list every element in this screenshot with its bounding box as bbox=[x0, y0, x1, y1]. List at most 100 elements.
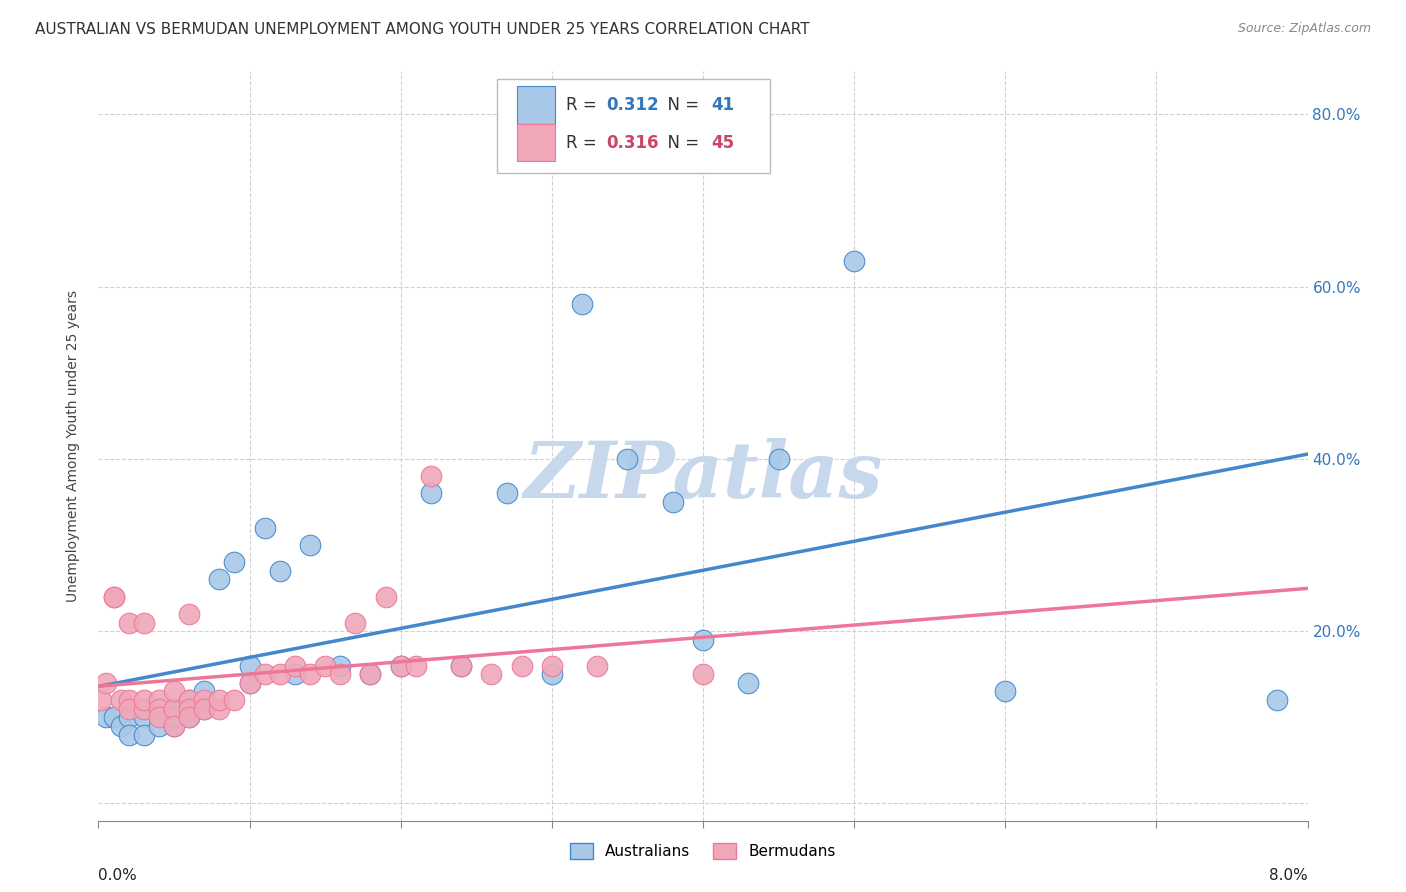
Australians bbox=[571, 297, 593, 311]
Australians bbox=[239, 658, 262, 673]
Australians bbox=[132, 710, 155, 724]
Australians bbox=[239, 676, 262, 690]
Australians bbox=[269, 564, 291, 578]
Bermudans bbox=[179, 701, 201, 715]
Y-axis label: Unemployment Among Youth under 25 years: Unemployment Among Youth under 25 years bbox=[66, 290, 80, 602]
Bermudans bbox=[586, 658, 609, 673]
FancyBboxPatch shape bbox=[498, 78, 769, 172]
Bermudans bbox=[299, 667, 322, 681]
Bermudans bbox=[253, 667, 276, 681]
Text: 0.312: 0.312 bbox=[606, 96, 659, 114]
Australians bbox=[179, 693, 201, 707]
Bermudans bbox=[193, 701, 215, 715]
Australians bbox=[692, 632, 714, 647]
Bermudans bbox=[329, 667, 352, 681]
Australians bbox=[284, 667, 307, 681]
Bermudans bbox=[314, 658, 336, 673]
Australians bbox=[148, 710, 170, 724]
Australians bbox=[450, 658, 472, 673]
Australians bbox=[118, 727, 141, 741]
Australians bbox=[661, 495, 683, 509]
Text: 0.0%: 0.0% bbox=[98, 868, 138, 883]
Bermudans bbox=[148, 693, 170, 707]
Bermudans bbox=[360, 667, 382, 681]
Bermudans bbox=[90, 693, 112, 707]
Bermudans bbox=[163, 701, 186, 715]
Text: 8.0%: 8.0% bbox=[1268, 868, 1308, 883]
FancyBboxPatch shape bbox=[517, 87, 555, 124]
Australians bbox=[495, 486, 517, 500]
Bermudans bbox=[239, 676, 262, 690]
Australians bbox=[616, 451, 638, 466]
Australians bbox=[540, 667, 562, 681]
Bermudans bbox=[510, 658, 533, 673]
Australians bbox=[329, 658, 352, 673]
Bermudans bbox=[420, 469, 443, 483]
Australians bbox=[994, 684, 1017, 698]
Australians bbox=[360, 667, 382, 681]
Australians bbox=[208, 573, 231, 587]
Bermudans bbox=[103, 590, 125, 604]
Bermudans bbox=[344, 615, 367, 630]
Australians bbox=[132, 727, 155, 741]
Australians bbox=[163, 701, 186, 715]
Bermudans bbox=[118, 693, 141, 707]
Bermudans bbox=[179, 607, 201, 621]
Text: N =: N = bbox=[657, 96, 704, 114]
Australians bbox=[299, 538, 322, 552]
Australians bbox=[389, 658, 412, 673]
Australians bbox=[253, 521, 276, 535]
Australians bbox=[179, 710, 201, 724]
Text: R =: R = bbox=[567, 96, 602, 114]
Bermudans bbox=[110, 693, 132, 707]
Australians bbox=[1267, 693, 1289, 707]
Australians bbox=[420, 486, 443, 500]
Legend: Australians, Bermudans: Australians, Bermudans bbox=[564, 838, 842, 865]
Bermudans bbox=[94, 676, 117, 690]
Text: N =: N = bbox=[657, 134, 704, 152]
Australians bbox=[94, 710, 117, 724]
Text: 0.316: 0.316 bbox=[606, 134, 659, 152]
Bermudans bbox=[118, 615, 141, 630]
Bermudans bbox=[450, 658, 472, 673]
Bermudans bbox=[132, 615, 155, 630]
Australians bbox=[224, 555, 246, 569]
Australians bbox=[148, 719, 170, 733]
Text: Source: ZipAtlas.com: Source: ZipAtlas.com bbox=[1237, 22, 1371, 36]
Bermudans bbox=[193, 693, 215, 707]
Text: 45: 45 bbox=[711, 134, 734, 152]
Text: AUSTRALIAN VS BERMUDAN UNEMPLOYMENT AMONG YOUTH UNDER 25 YEARS CORRELATION CHART: AUSTRALIAN VS BERMUDAN UNEMPLOYMENT AMON… bbox=[35, 22, 810, 37]
Australians bbox=[844, 253, 866, 268]
Bermudans bbox=[269, 667, 291, 681]
Bermudans bbox=[692, 667, 714, 681]
Bermudans bbox=[224, 693, 246, 707]
Australians bbox=[768, 451, 790, 466]
Bermudans bbox=[148, 701, 170, 715]
Bermudans bbox=[540, 658, 562, 673]
Bermudans bbox=[132, 701, 155, 715]
Bermudans bbox=[389, 658, 412, 673]
Australians bbox=[193, 684, 215, 698]
Australians bbox=[110, 719, 132, 733]
Australians bbox=[193, 701, 215, 715]
Bermudans bbox=[163, 719, 186, 733]
Text: ZIPatlas: ZIPatlas bbox=[523, 438, 883, 514]
Australians bbox=[163, 710, 186, 724]
Bermudans bbox=[374, 590, 396, 604]
Bermudans bbox=[163, 684, 186, 698]
Bermudans bbox=[179, 693, 201, 707]
Bermudans bbox=[208, 701, 231, 715]
Bermudans bbox=[148, 710, 170, 724]
Text: 41: 41 bbox=[711, 96, 734, 114]
Bermudans bbox=[179, 710, 201, 724]
Australians bbox=[163, 719, 186, 733]
Australians bbox=[118, 710, 141, 724]
Australians bbox=[132, 701, 155, 715]
Bermudans bbox=[405, 658, 427, 673]
Bermudans bbox=[481, 667, 503, 681]
Text: R =: R = bbox=[567, 134, 602, 152]
Australians bbox=[103, 710, 125, 724]
Bermudans bbox=[208, 693, 231, 707]
FancyBboxPatch shape bbox=[517, 124, 555, 161]
Bermudans bbox=[103, 590, 125, 604]
